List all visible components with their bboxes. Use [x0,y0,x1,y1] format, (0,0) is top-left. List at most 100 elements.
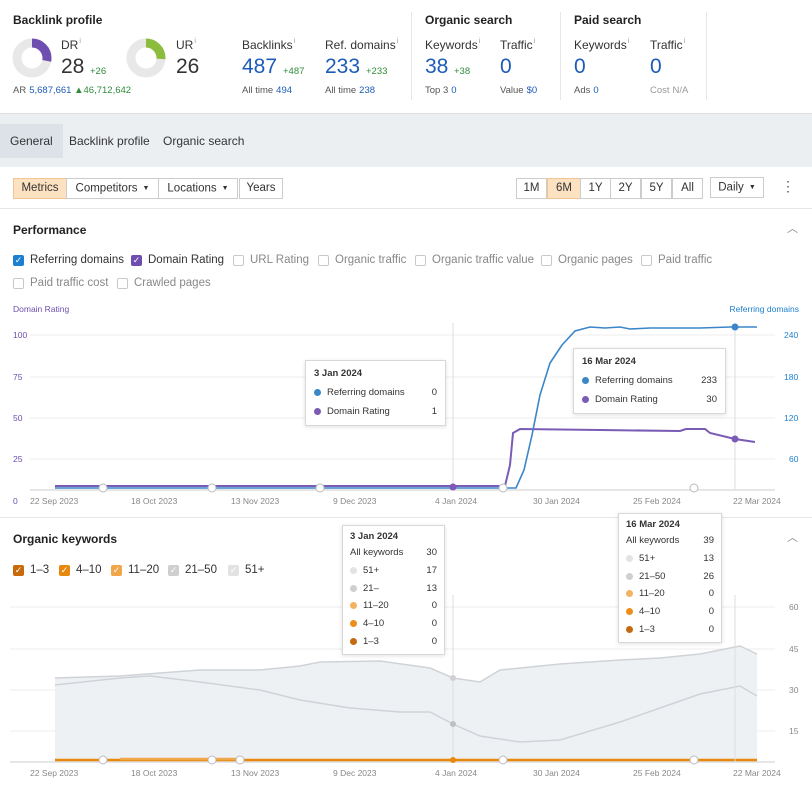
x-tick: 13 Nov 2023 [231,496,280,506]
check-icon: ✓ [59,564,70,576]
range-5y-button[interactable]: 5Y [641,178,672,199]
checkbox-organic-pages[interactable]: Organic pages [541,253,633,267]
check-icon: ✓ [168,564,179,576]
ar-value: 5,687,661 [29,85,72,96]
paid-cost: Cost N/A [650,85,689,96]
performance-title: Performance [13,223,87,237]
paid-traffic-value[interactable]: 0 [650,55,662,78]
dr-donut [12,38,52,78]
kw-x-tick: 9 Dec 2023 [333,768,377,778]
range-all-button[interactable]: All [672,178,703,199]
ur-label[interactable]: URi [176,38,196,52]
ur-value: 26 [176,55,200,78]
left-tick: 50 [13,413,23,423]
backlink-profile-title: Backlink profile [13,13,103,27]
metrics-button[interactable]: Metrics [13,178,67,199]
kw-x-tick: 13 Nov 2023 [231,768,280,778]
left-tick: 100 [13,330,28,340]
locations-dropdown[interactable]: Locations ▼ [158,178,238,199]
kw-x-tick: 25 Feb 2024 [633,768,681,778]
dr-value: 28 [61,55,85,78]
right-axis-title: Referring domains [729,304,799,314]
organic-keywords-label[interactable]: Keywordsi [425,38,481,52]
checkbox-paid-traffic[interactable]: Paid traffic [641,253,712,267]
dr-delta: +26 [90,66,107,77]
collapse-performance-icon[interactable]: ︿ [787,223,798,235]
ref-domains-value[interactable]: 233 [325,55,361,78]
backlinks-delta: +487 [283,66,305,77]
kw-right-tick: 30 [789,685,799,695]
referring-domains-line [55,326,757,489]
checkbox-paid-traffic-cost[interactable]: Paid traffic cost [13,276,108,290]
right-tick: 60 [789,454,799,464]
checkbox-domain-rating[interactable]: ✓ Domain Rating [131,254,225,266]
years-button[interactable]: Years [239,178,283,199]
x-tick: 4 Jan 2024 [435,496,478,506]
organic-keywords-title: Organic keywords [13,532,118,546]
kw-right-tick: 60 [789,602,799,612]
paid-ads: Ads 0 [574,85,599,96]
chevron-down-icon: ▼ [142,185,150,192]
checkbox-organic-traffic-value[interactable]: Organic traffic value [415,253,534,267]
tab-general[interactable]: General [0,124,63,158]
paid-traffic-label[interactable]: Traffici [650,38,686,52]
backlinks-label[interactable]: Backlinksi [242,38,296,52]
checkbox-pos-1-3[interactable]: ✓ 1–3 [13,564,50,576]
section-tabs: General Backlink profile Organic search [0,113,812,167]
range-2y-button[interactable]: 2Y [610,178,641,199]
ref-domains-label[interactable]: Ref. domainsi [325,38,399,52]
more-options-icon[interactable]: ⋮ [781,178,795,194]
kw-x-tick: 22 Sep 2023 [30,768,79,778]
x-tick: 18 Oct 2023 [131,496,178,506]
ar-delta: ▲46,712,642 [74,85,132,96]
keywords-tooltip-1: 3 Jan 2024 All keywords 30 51+ 17 21– 13… [342,525,445,655]
x-tick: 22 Mar 2024 [733,496,781,506]
x-tick: 9 Dec 2023 [333,496,377,506]
dr-label[interactable]: DRi [61,38,81,52]
checkbox-referring-domains[interactable]: ✓ Referring domains [13,254,124,266]
check-icon: ✓ [111,564,122,576]
kw-right-tick: 15 [789,726,799,736]
checkbox-pos-11-20[interactable]: ✓ 11–20 [111,564,160,576]
chevron-down-icon: ▼ [221,185,229,192]
checkbox-crawled-pages[interactable]: Crawled pages [117,276,211,290]
checkbox-url-rating[interactable]: URL Rating [233,253,309,267]
organic-traffic-value-row: Value $0 [500,85,538,96]
right-tick: 120 [784,413,799,423]
backlinks-alltime: All time 494 [242,85,293,96]
x-tick: 22 Sep 2023 [30,496,79,506]
competitors-dropdown[interactable]: Competitors ▼ [66,178,159,199]
check-icon: ✓ [131,254,142,266]
kw-right-tick: 45 [789,644,799,654]
kw-x-tick: 4 Jan 2024 [435,768,478,778]
range-6m-button[interactable]: 6M [547,178,581,199]
paid-keywords-label[interactable]: Keywordsi [574,38,630,52]
organic-traffic-value[interactable]: 0 [500,55,512,78]
right-tick: 240 [784,330,799,340]
paid-keywords-value[interactable]: 0 [574,55,586,78]
tab-organic-search[interactable]: Organic search [163,134,245,148]
total-keywords-area [55,646,757,761]
domain-rating-line [55,427,756,487]
organic-traffic-label[interactable]: Traffici [500,38,536,52]
check-icon: ✓ [13,564,24,576]
organic-keywords-value[interactable]: 38 [425,55,449,78]
organic-keywords-delta: +38 [454,66,471,77]
interval-dropdown[interactable]: Daily ▼ [710,177,764,198]
performance-tooltip-2: 16 Mar 2024 Referring domains 233 Domain… [573,348,726,414]
checkbox-pos-21-50[interactable]: ✓ 21–50 [168,564,217,576]
checkbox-organic-traffic[interactable]: Organic traffic [318,253,406,267]
backlinks-value[interactable]: 487 [242,55,278,78]
range-1y-button[interactable]: 1Y [580,178,611,199]
check-icon: ✓ [13,254,24,266]
checkbox-pos-4-10[interactable]: ✓ 4–10 [59,564,102,576]
organic-search-title: Organic search [425,13,513,27]
tab-backlink-profile[interactable]: Backlink profile [69,134,150,148]
right-tick: 180 [784,372,799,382]
kw-x-tick: 18 Oct 2023 [131,768,178,778]
range-1m-button[interactable]: 1M [516,178,547,199]
collapse-organic-keywords-icon[interactable]: ︿ [787,532,798,544]
ur-donut [126,38,166,78]
checkbox-pos-51-plus[interactable]: ✓ 51+ [228,564,265,576]
